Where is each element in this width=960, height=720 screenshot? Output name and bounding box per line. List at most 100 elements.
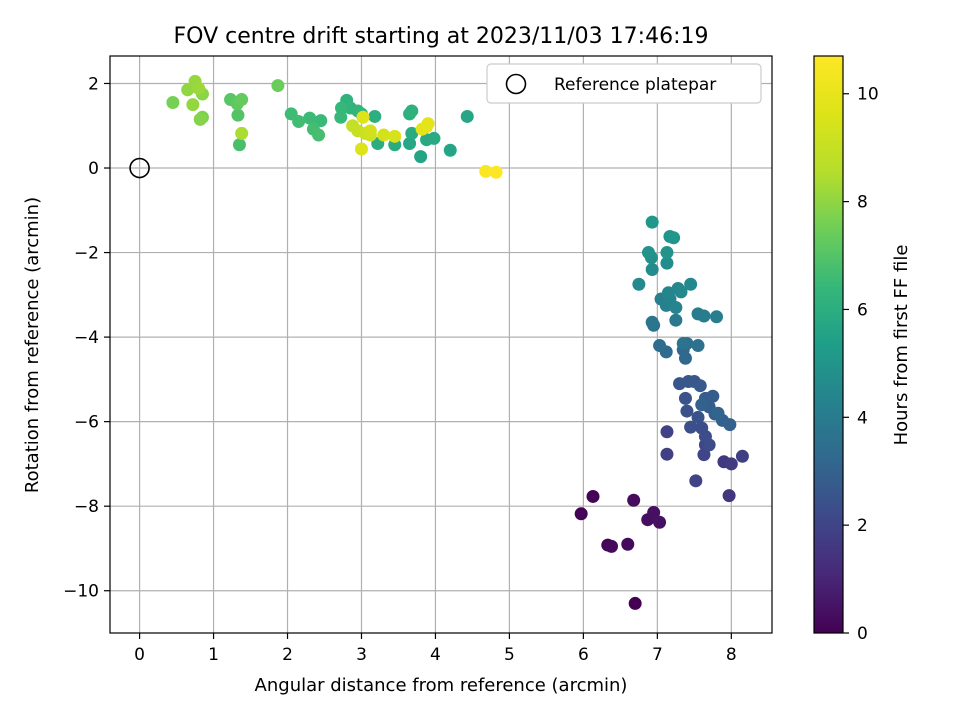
data-point (693, 379, 707, 393)
data-point (645, 315, 659, 329)
data-point (271, 79, 285, 93)
x-tick-label: 1 (208, 645, 219, 665)
data-point (697, 448, 711, 462)
data-point (689, 474, 703, 488)
data-point (621, 537, 635, 551)
data-point (627, 493, 641, 507)
y-tick-label: −8 (74, 497, 99, 517)
data-point (667, 231, 681, 245)
x-tick-label: 4 (430, 645, 441, 665)
data-point (697, 309, 711, 323)
data-point (645, 215, 659, 229)
plot-frame (109, 55, 773, 634)
y-tick-label: −6 (74, 413, 99, 433)
data-point (368, 109, 382, 123)
data-point (235, 126, 249, 140)
y-tick-label: −10 (63, 582, 99, 602)
data-point (653, 339, 667, 353)
data-point (405, 126, 419, 140)
colorbar-label: Hours from first FF file (891, 245, 912, 446)
y-tick-label: −4 (74, 328, 99, 348)
data-point (695, 421, 709, 435)
plot-area: 0 1 2 3 4 5 6 7 8 2 0 −2 −4 −6 −8 −10 Reference platep… (63, 55, 773, 665)
grid (110, 56, 772, 633)
x-axis-ticks: 0 1 2 3 4 5 6 7 8 (134, 633, 737, 665)
data-point (647, 506, 661, 520)
data-point (231, 108, 245, 122)
y-tick-label: −2 (74, 244, 99, 264)
x-tick-label: 6 (578, 645, 589, 665)
y-tick-label: 0 (88, 159, 99, 179)
legend-box (486, 63, 762, 104)
data-point (586, 489, 600, 503)
data-point (181, 83, 195, 97)
data-point (443, 143, 457, 157)
data-point (669, 301, 683, 315)
data-point (166, 95, 180, 109)
x-tick-label: 0 (134, 645, 145, 665)
colorbar-tick-label: 2 (857, 516, 868, 536)
data-point (235, 93, 249, 107)
data-point (706, 389, 720, 403)
y-tick-label: 2 (88, 74, 99, 94)
data-point (193, 112, 207, 126)
data-point (403, 137, 417, 151)
y-axis-ticks: 2 0 −2 −4 −6 −8 −10 (63, 74, 110, 602)
data-point (660, 246, 674, 260)
colorbar-tick-label: 8 (857, 193, 868, 213)
colorbar-tick-label: 6 (857, 300, 868, 320)
data-point (460, 109, 474, 123)
data-point (678, 351, 692, 365)
data-point (479, 164, 493, 178)
data-point (314, 114, 328, 128)
data-point (363, 124, 377, 138)
data-point (691, 339, 705, 353)
data-point (574, 507, 588, 521)
data-point (489, 165, 503, 179)
data-point (724, 457, 738, 471)
data-point (653, 515, 667, 529)
data-point (691, 410, 705, 424)
data-points (166, 74, 749, 610)
data-point (676, 336, 690, 350)
data-point (645, 262, 659, 276)
colorbar-tick-label: 0 (857, 624, 868, 644)
x-tick-label: 2 (282, 645, 293, 665)
data-point (735, 449, 749, 463)
data-point (680, 404, 694, 418)
data-point (186, 98, 200, 112)
data-point (681, 374, 695, 388)
data-point (722, 489, 736, 503)
colorbar-tick-label: 4 (857, 408, 868, 428)
data-point (632, 277, 646, 291)
data-point (405, 104, 419, 118)
colorbar-tick-label: 10 (857, 85, 879, 105)
colorbar-gradient (813, 55, 844, 634)
x-tick-label: 7 (652, 645, 663, 665)
data-point (695, 398, 709, 412)
colorbar: 0 2 4 6 8 10 Hours from first FF file (813, 55, 912, 644)
data-point (684, 277, 698, 291)
data-point (377, 128, 391, 142)
data-point (292, 115, 306, 129)
data-point (710, 310, 724, 324)
data-point (641, 246, 655, 260)
legend-label: Reference platepar (554, 75, 716, 95)
data-point (660, 256, 674, 270)
legend: Reference platepar (486, 63, 762, 104)
data-point (303, 111, 317, 125)
data-point (415, 122, 429, 136)
data-point (674, 285, 688, 299)
data-point (604, 539, 618, 553)
chart-title: FOV centre drift starting at 2023/11/03 … (174, 24, 709, 49)
data-point (192, 82, 206, 96)
data-point (628, 596, 642, 610)
x-tick-label: 5 (504, 645, 515, 665)
plot-background (110, 56, 772, 633)
data-point (356, 110, 370, 124)
reference-platepar-marker (129, 157, 150, 179)
y-axis-label: Rotation from reference (arcmin) (22, 197, 43, 493)
x-tick-label: 8 (726, 645, 737, 665)
data-point (684, 420, 698, 434)
